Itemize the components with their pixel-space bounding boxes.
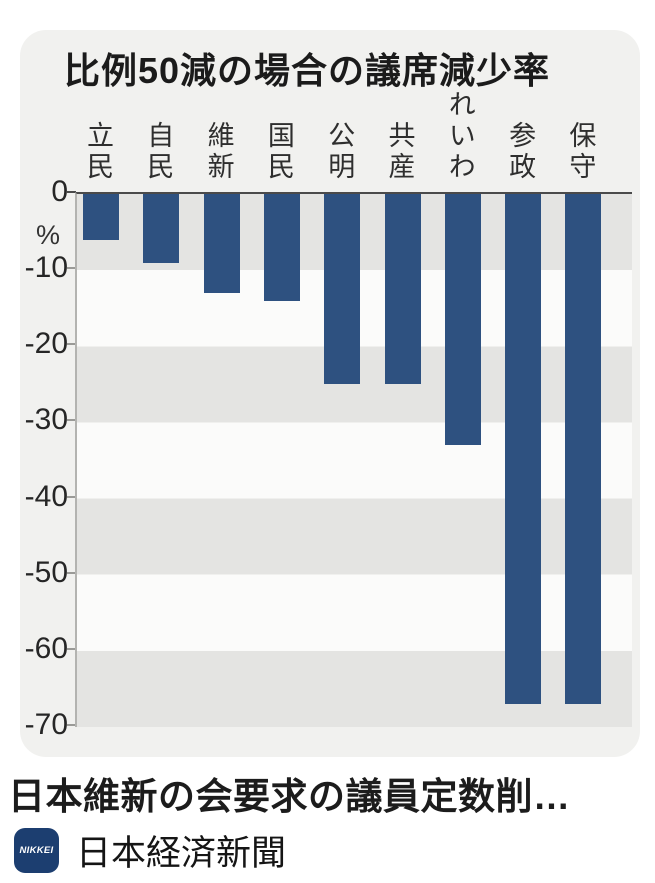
category-label-れいわ: れいわ [444, 90, 475, 183]
bar-国民 [263, 194, 300, 301]
nikkei-logo-text: NIKKEI [19, 844, 54, 856]
category-label-保守: 保守 [565, 121, 596, 183]
category-label-公明: 公明 [324, 121, 355, 183]
chart-title: 比例50減の場合の議席減少率 [64, 50, 551, 91]
chart-card: 比例50減の場合の議席減少率 % 0 -10 -20 -30 -40 -50 -60 -70 … [20, 30, 640, 757]
bar-自民 [143, 194, 180, 263]
category-label-参政: 参政 [505, 121, 536, 183]
bar-保守 [565, 194, 602, 705]
source-name: 日本経済新聞 [76, 833, 287, 873]
y-tick-label: -50 [24, 555, 68, 589]
y-tick-label: -40 [24, 479, 68, 513]
y-axis-unit-label: % [35, 220, 60, 250]
category-label-国民: 国民 [263, 121, 294, 183]
bar-参政 [505, 194, 542, 705]
source-row[interactable]: NIKKEI 日本経済新聞 [14, 827, 286, 873]
y-tick-label: -10 [24, 251, 68, 285]
y-tick-label: -60 [24, 631, 68, 665]
bar-公明 [324, 194, 361, 385]
nikkei-logo-icon: NIKKEI [14, 827, 59, 873]
plot-area [75, 192, 632, 727]
bar-れいわ [444, 194, 481, 446]
bar-維新 [203, 194, 240, 293]
article-headline[interactable]: 日本維新の会要求の議員定数削… [8, 776, 571, 817]
bar-共産 [384, 194, 421, 385]
category-label-立民: 立民 [83, 121, 113, 183]
y-tick-label: -20 [24, 327, 68, 361]
category-labels: 立民 自民 維新 国民 公明 共産 れいわ 参政 保守 [76, 70, 631, 183]
category-label-自民: 自民 [143, 121, 174, 183]
bar-立民 [83, 194, 119, 240]
y-tick-label: 0 [51, 175, 68, 208]
category-label-共産: 共産 [384, 121, 415, 183]
y-tick-label: -30 [24, 403, 68, 437]
y-tick-label: -70 [24, 708, 68, 741]
category-label-維新: 維新 [203, 121, 234, 183]
